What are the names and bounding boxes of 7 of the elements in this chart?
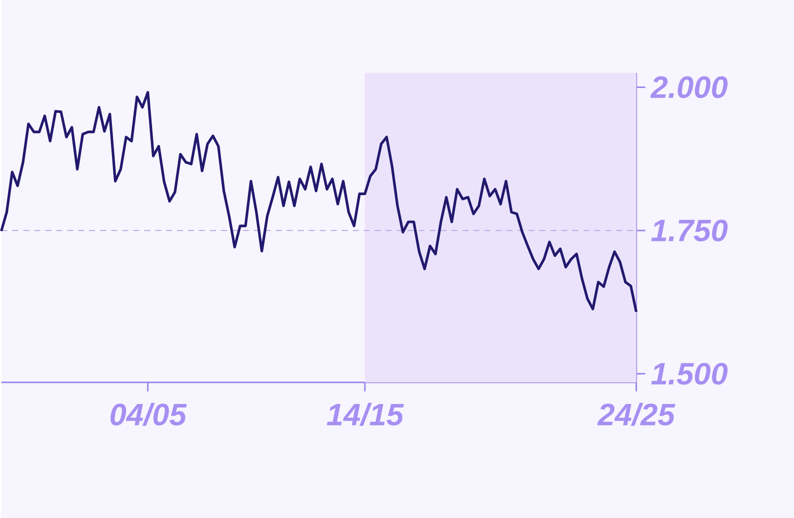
y-tick-label: 1.500 — [651, 362, 728, 385]
x-tick-label: 24/25 — [597, 402, 676, 426]
x-tick-label: 04/05 — [110, 402, 187, 426]
y-tick-label: 1.750 — [651, 220, 728, 242]
x-tick-label: 14/15 — [326, 402, 404, 426]
y-tick-label: 2.000 — [650, 76, 728, 98]
line-series — [0, 90, 638, 314]
